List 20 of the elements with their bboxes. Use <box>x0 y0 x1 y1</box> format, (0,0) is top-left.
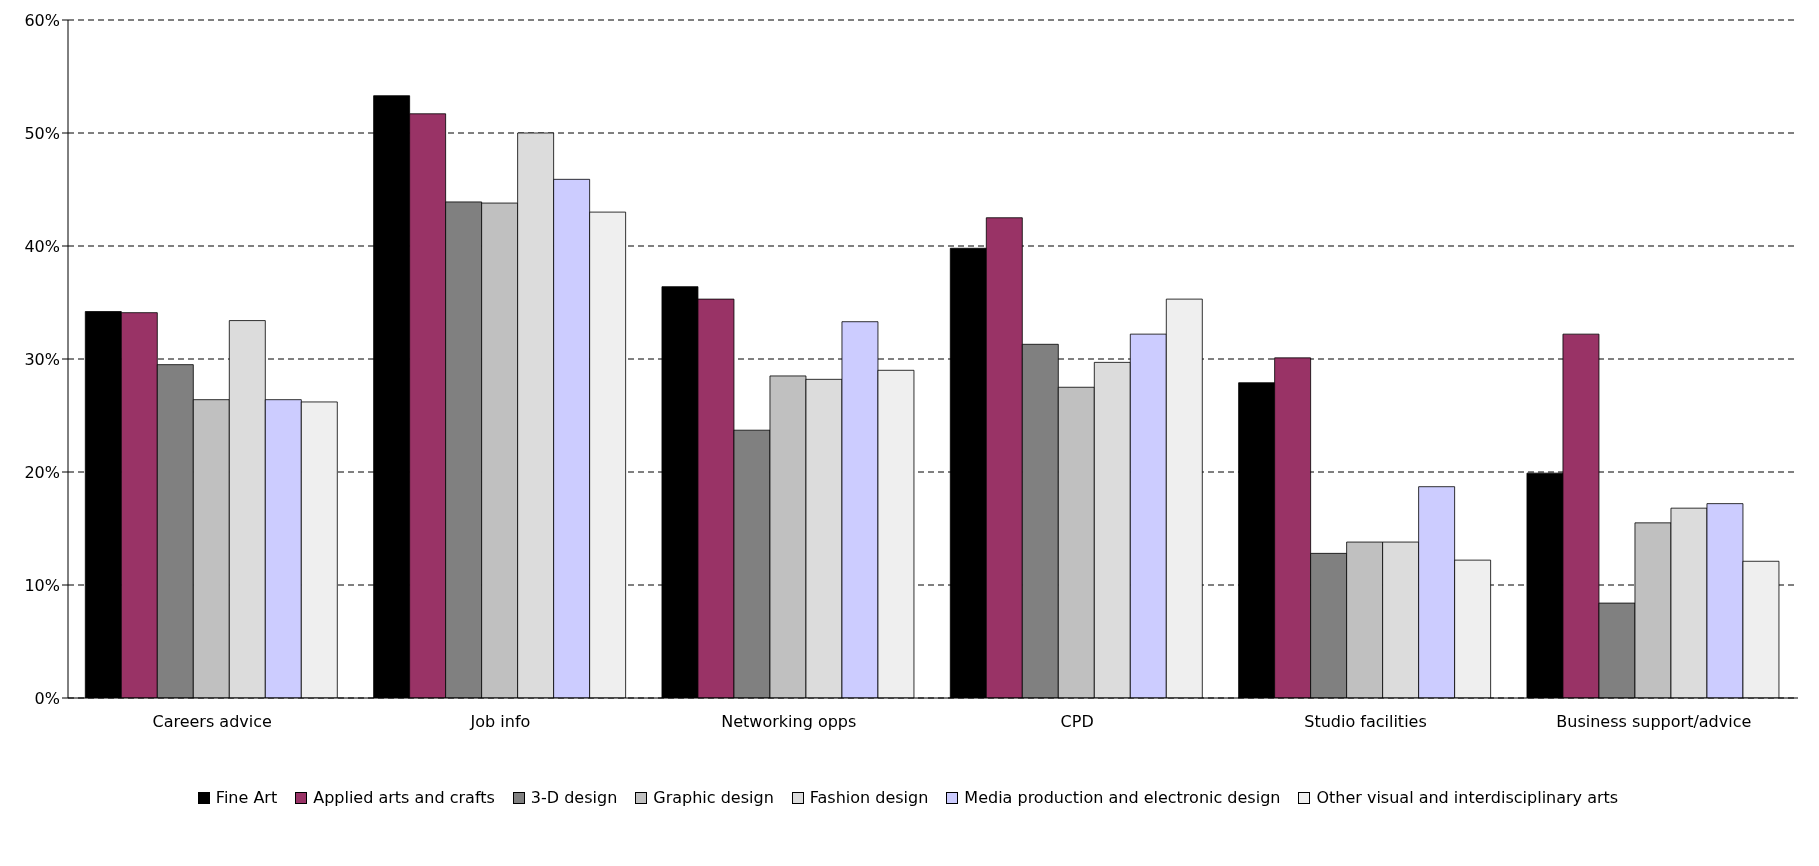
legend-label: Fine Art <box>215 788 278 807</box>
x-tick-label: Careers advice <box>152 712 272 732</box>
legend-label: Fashion design <box>809 788 929 807</box>
legend-label: Graphic design <box>653 788 774 807</box>
legend-label: 3-D design <box>530 788 618 807</box>
x-tick-label: Studio facilities <box>1304 712 1427 732</box>
legend-label: Media production and electronic design <box>964 788 1281 807</box>
y-tick-label: 10% <box>24 575 60 595</box>
y-tick-label: 20% <box>24 462 60 482</box>
y-tick-label: 60% <box>24 10 60 30</box>
y-tick-label: 40% <box>24 236 60 256</box>
legend-label: Applied arts and crafts <box>313 788 495 807</box>
x-tick-label: Job info <box>469 712 531 732</box>
y-tick-label: 30% <box>24 349 60 369</box>
legend-label: Other visual and interdisciplinary arts <box>1316 788 1619 807</box>
x-tick-label: Networking opps <box>721 712 857 732</box>
y-tick-label: 50% <box>24 123 60 143</box>
y-tick-label: 0% <box>34 688 60 708</box>
x-tick-label: CPD <box>1060 712 1094 732</box>
x-tick-label: Business support/advice <box>1556 712 1752 732</box>
